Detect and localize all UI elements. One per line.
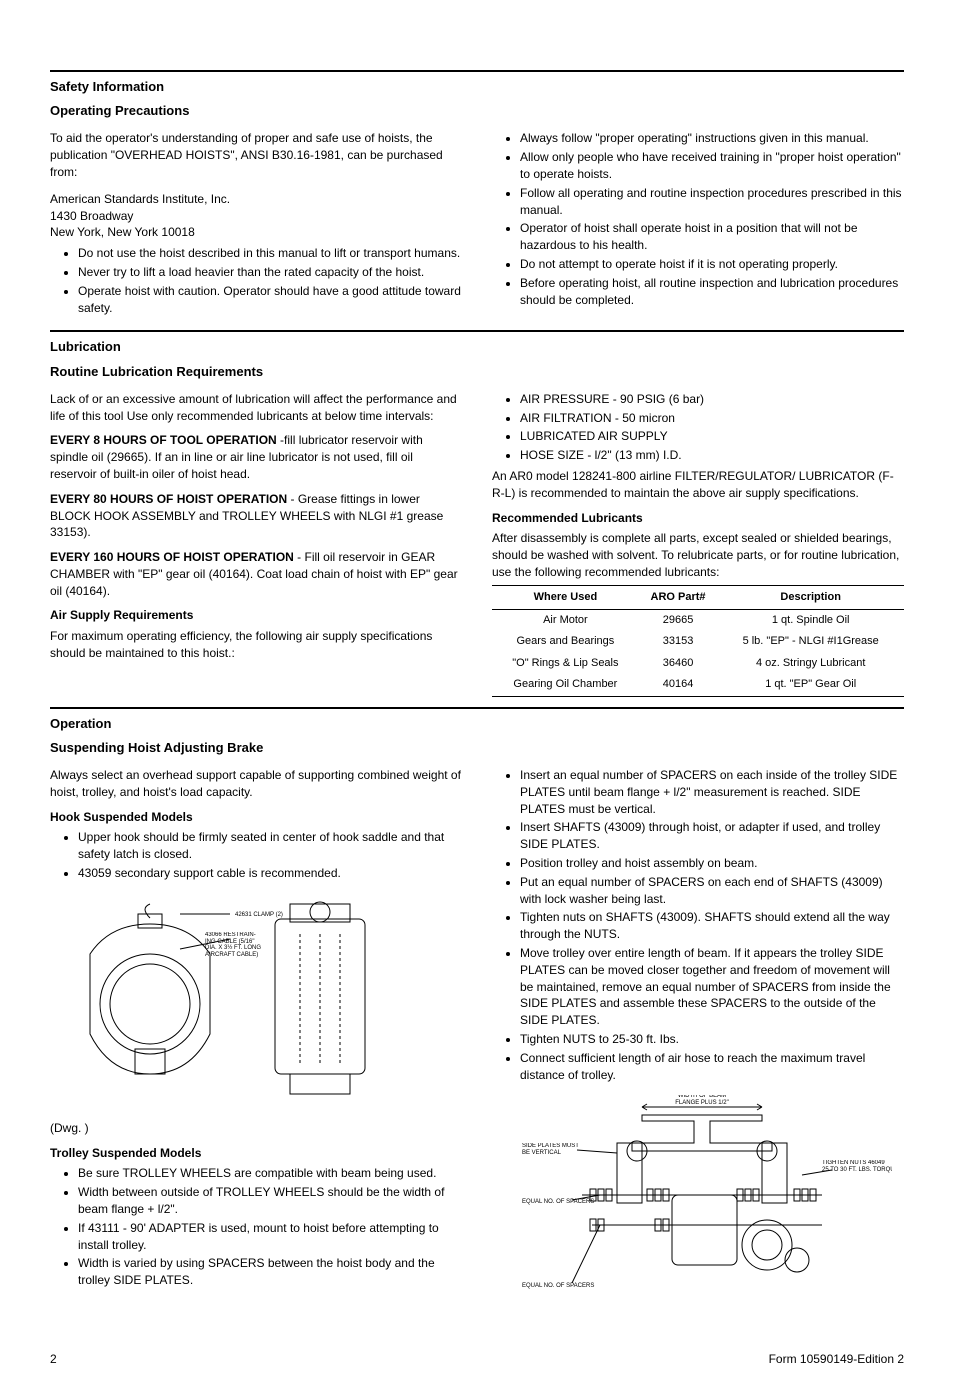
list-item: AIR PRESSURE - 90 PSIG (6 bar) [520,391,904,408]
routine-intro: Lack of or an excessive amount of lubric… [50,391,462,425]
form-number: Form 10590149-Edition 2 [769,1351,904,1368]
trolley-diagram: WIDTH OF BEAMFLANGE PLUS 1/2" SIDE PLATE… [522,1095,904,1305]
safety-intro: To aid the operator's understanding of p… [50,130,462,180]
list-item: Insert SHAFTS (43009) through hoist, or … [520,819,904,853]
list-item: Insert an equal number of SPACERS on eac… [520,767,904,817]
table-row: Gearing Oil Chamber 40164 1 qt. "EP" Gea… [492,674,904,696]
air-p1: An AR0 model 128241-800 airline FILTER/R… [492,468,904,502]
list-item: Before operating hoist, all routine insp… [520,275,904,309]
torque-label: TIGHTEN NUTS 4604925 TO 30 FT. LBS. TORQ… [822,1160,892,1173]
table-cell: 29665 [639,610,718,632]
addr-line: 1430 Broadway [50,209,133,223]
list-item: Operate hoist with caution. Operator sho… [78,283,462,317]
lub-columns: Lack of or an excessive amount of lubric… [50,387,904,697]
list-item: AIR FILTRATION - 50 micron [520,410,904,427]
table-cell: "O" Rings & Lip Seals [492,653,639,674]
table-cell: 1 qt. Spindle Oil [717,610,904,632]
op-right-col: Insert an equal number of SPACERS on eac… [492,763,904,1311]
list-item: Operator of hoist shall operate hoist in… [520,220,904,254]
table-row: Air Motor 29665 1 qt. Spindle Oil [492,610,904,632]
interval-bold: EVERY 160 HOURS OF HOIST OPERATION [50,550,294,564]
page-footer: 2 Form 10590149-Edition 2 [50,1351,904,1368]
op-columns: Always select an overhead support capabl… [50,763,904,1311]
list-item: Position trolley and hoist assembly on b… [520,855,904,872]
safety-right-col: Always follow "proper operating" instruc… [492,126,904,320]
page-number: 2 [50,1351,57,1368]
table-cell: 4 oz. Stringy Lubricant [717,653,904,674]
table-cell: Air Motor [492,610,639,632]
list-item: Do not attempt to operate hoist if it is… [520,256,904,273]
addr-line: New York, New York 10018 [50,225,195,239]
spacer-label: EQUAL NO. OF SPACERS [522,1199,594,1205]
table-header: Description [717,585,904,609]
table-cell: 33153 [639,631,718,652]
interval-bold: EVERY 8 HOURS OF TOOL OPERATION [50,433,277,447]
trolley-title: Trolley Suspended Models [50,1145,462,1162]
trolley-list: Be sure TROLLEY WHEELS are compatible wi… [50,1165,462,1289]
lubrication-title: Lubrication [50,338,904,356]
trolley-diagram-svg: WIDTH OF BEAMFLANGE PLUS 1/2" SIDE PLATE… [522,1095,892,1305]
op-left-col: Always select an overhead support capabl… [50,763,462,1311]
hook-list: Upper hook should be firmly seated in ce… [50,829,462,881]
table-row: Gears and Bearings 33153 5 lb. "EP" - NL… [492,631,904,652]
operation-title: Operation [50,715,904,733]
safety-left-list: Do not use the hoist described in this m… [50,245,462,316]
routine-lub-title: Routine Lubrication Requirements [50,363,904,381]
list-item: Width is varied by using SPACERS between… [78,1255,462,1289]
list-item: HOSE SIZE - l/2" (13 mm) I.D. [520,447,904,464]
list-item: If 43111 - 90' ADAPTER is used, mount to… [78,1220,462,1254]
list-item: Never try to lift a load heavier than th… [78,264,462,281]
interval-bold: EVERY 80 HOURS OF HOIST OPERATION [50,492,287,506]
list-item: Do not use the hoist described in this m… [78,245,462,262]
table-cell: 5 lb. "EP" - NLGI #I1Grease [717,631,904,652]
list-item: Upper hook should be firmly seated in ce… [78,829,462,863]
dwg-label: (Dwg. ) [50,1120,462,1137]
reclub-title: Recommended Lubricants [492,510,904,527]
list-item: Allow only people who have received trai… [520,149,904,183]
list-item: Always follow "proper operating" instruc… [520,130,904,147]
list-item: Tighten NUTS to 25-30 ft. Ibs. [520,1031,904,1048]
safety-title: Safety Information [50,78,904,96]
list-item: Connect sufficient length of air hose to… [520,1050,904,1084]
cable-label: 43066 RESTRAIN-ING CABLE (5/16"DIA. X 3½… [205,932,285,958]
clamp-label: 42631 CLAMP (2) [235,912,283,918]
list-item: LUBRICATED AIR SUPPLY [520,428,904,445]
addr-line: American Standards Institute, Inc. [50,192,230,206]
safety-subtitle: Operating Precautions [50,102,904,120]
list-item: Width between outside of TROLLEY WHEELS … [78,1184,462,1218]
safety-right-list: Always follow "proper operating" instruc… [492,130,904,308]
table-cell: Gears and Bearings [492,631,639,652]
list-item: Put an equal number of SPACERS on each e… [520,874,904,908]
op-right-list: Insert an equal number of SPACERS on eac… [492,767,904,1083]
lubricant-table: Where Used ARO Part# Description Air Mot… [492,585,904,697]
suspending-intro: Always select an overhead support capabl… [50,767,462,801]
hook-title: Hook Suspended Models [50,809,462,826]
lub-left-col: Lack of or an excessive amount of lubric… [50,387,462,697]
list-item: 43059 secondary support cable is recomme… [78,865,462,882]
table-cell: Gearing Oil Chamber [492,674,639,696]
hook-diagram-svg: 42631 CLAMP (2) 43066 RESTRAIN-ING CABLE… [50,894,410,1114]
air-spec-list: AIR PRESSURE - 90 PSIG (6 bar) AIR FILTR… [492,391,904,464]
list-item: Tighten nuts on SHAFTS (43009). SHAFTS s… [520,909,904,943]
suspending-title: Suspending Hoist Adjusting Brake [50,739,904,757]
air-supply-title: Air Supply Requirements [50,607,462,624]
table-header: ARO Part# [639,585,718,609]
safety-left-col: To aid the operator's understanding of p… [50,126,462,320]
table-cell: 1 qt. "EP" Gear Oil [717,674,904,696]
list-item: Move trolley over entire length of beam.… [520,945,904,1029]
safety-columns: To aid the operator's understanding of p… [50,126,904,320]
list-item: Follow all operating and routine inspect… [520,185,904,219]
lub-right-col: AIR PRESSURE - 90 PSIG (6 bar) AIR FILTR… [492,387,904,697]
list-item: Be sure TROLLEY WHEELS are compatible wi… [78,1165,462,1182]
table-row: "O" Rings & Lip Seals 36460 4 oz. String… [492,653,904,674]
table-cell: 40164 [639,674,718,696]
table-header: Where Used [492,585,639,609]
hook-diagram: 42631 CLAMP (2) 43066 RESTRAIN-ING CABLE… [50,894,462,1114]
width-label: WIDTH OF BEAMFLANGE PLUS 1/2" [642,1095,762,1106]
spacer-label-2: EQUAL NO. OF SPACERS [522,1283,594,1289]
reclub-intro: After disassembly is complete all parts,… [492,530,904,580]
side-plate-label: SIDE PLATES MUSTBE VERTICAL [522,1143,612,1156]
air-supply-intro: For maximum operating efficiency, the fo… [50,628,462,662]
table-cell: 36460 [639,653,718,674]
